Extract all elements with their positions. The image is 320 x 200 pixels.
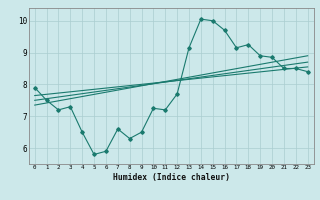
X-axis label: Humidex (Indice chaleur): Humidex (Indice chaleur) bbox=[113, 173, 230, 182]
